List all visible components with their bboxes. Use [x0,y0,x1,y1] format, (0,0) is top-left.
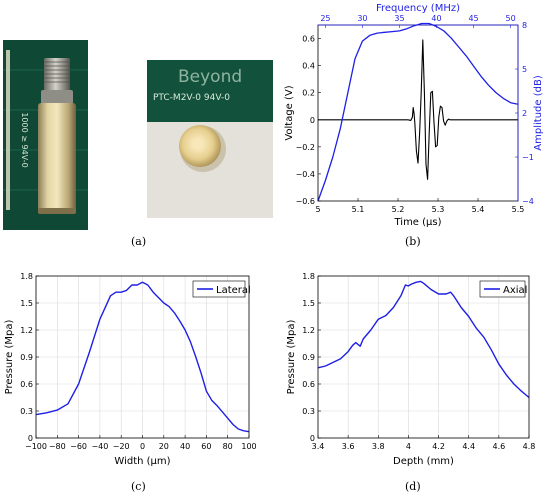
b-y-tick-label: 0 [310,116,315,125]
b-y-tick-label: −0.6 [296,197,315,206]
c-x-axis-label: Width (μm) [114,456,170,467]
chart-c: −100 −80 −60 −40 −20 0 20 40 60 80 100 0 0.3 0.6 0.9 1.… [4,272,257,467]
b-y-tick-label: 0.2 [302,89,315,98]
c-y-tick-label: 0.6 [20,380,33,389]
c-x-tick-label: −60 [70,442,87,451]
c-y-axis-label: Pressure (Mpa) [4,320,15,395]
c-series-0 [35,281,250,433]
c-x-tick-label: 20 [159,442,169,451]
d-series-0 [317,280,530,399]
b-y-tick-label: −0.4 [296,170,315,179]
photo-transducer-side: 1000 ≥ 94V-0 [3,40,88,230]
b-y-tick-label: 0.4 [302,62,315,71]
chart-d: 3.4 3.6 3.8 4 4.2 4.4 4.6 4.8 0 0.3 0.6 0.9 1.2 1.5 1.… [286,272,535,467]
d-y-tick-label: 0.6 [302,380,315,389]
b-x2-tick-label: 40 [431,14,441,23]
caption-d: (d) [405,480,421,493]
b-x-tick-label: 5 [315,205,320,214]
b-y-tick-label: 0.6 [302,35,315,44]
d-y-axis-label: Pressure (Mpa) [286,320,297,395]
legend-c-label: Lateral [216,285,251,296]
legend-d: Axial [479,280,527,298]
c-y-tick-label: 1.8 [20,272,33,281]
b-x-tick-label: 5.2 [392,205,405,214]
photo-transducer-face: Beyond PTC-M2V-0 94V-0 [147,60,273,218]
b-x-axis-label: Time (μs) [393,217,441,228]
b-y-axis-label: Voltage (V) [284,85,295,140]
c-x-tick-label: −20 [113,442,130,451]
d-y-tick-label: 1.8 [302,272,315,281]
chart-b: 5 5.1 5.2 5.3 5.4 5.5−0.6−0.4−0.200.20.40.625… [284,3,544,228]
b-series-1 [317,22,519,202]
b-series-0 [318,39,518,180]
b-y2-tick-label: 8 [522,21,527,30]
legend-c: Lateral [192,280,251,298]
d-x-tick-label: 4 [406,442,411,451]
d-x-tick-label: 4.6 [492,442,505,451]
b-x2-tick-label: 25 [320,14,330,23]
c-x-tick-label: 80 [223,442,233,451]
d-y-tick-label: 0.3 [302,407,315,416]
b-x2-tick-label: 30 [357,14,367,23]
d-y-tick-label: 1.2 [302,326,315,335]
b-x-tick-label: 5.5 [512,205,525,214]
caption-c: (c) [131,480,146,493]
d-y-tick-label: 0 [310,434,315,443]
c-x-tick-label: 60 [201,442,211,451]
d-x-tick-label: 4.2 [432,442,445,451]
c-x-tick-label: −40 [91,442,108,451]
c-y-tick-label: 1.5 [20,299,33,308]
d-x-tick-label: 3.4 [312,442,325,451]
c-y-tick-label: 0 [28,434,33,443]
c-y-tick-label: 1.2 [20,326,33,335]
c-x-tick-label: −100 [25,442,47,451]
c-x-tick-label: 100 [241,442,256,451]
b-x2-tick-label: 45 [468,14,478,23]
caption-a: (a) [131,235,147,248]
d-x-tick-label: 3.6 [342,442,355,451]
caption-b: (b) [405,235,421,248]
b-y2-tick-label: −4 [522,197,534,206]
c-x-tick-label: 40 [180,442,190,451]
c-y-tick-label: 0.9 [20,353,33,362]
d-x-tick-label: 4.8 [523,442,536,451]
d-y-tick-label: 1.5 [302,299,315,308]
b-y2-tick-label: 5 [522,65,527,74]
b-y2-tick-label: 2 [522,109,527,118]
b-x2-tick-label: 35 [394,14,404,23]
c-x-tick-label: 0 [140,442,145,451]
b-x2-axis-label: Frequency (MHz) [376,3,460,14]
d-x-tick-label: 3.8 [372,442,385,451]
b-x-tick-label: 5.4 [472,205,485,214]
b-x2-tick-label: 50 [505,14,515,23]
b-y-tick-label: −0.2 [296,143,315,152]
pcb-brand-text: Beyond [178,67,242,87]
d-x-axis-label: Depth (mm) [393,456,454,467]
b-x-tick-label: 5.1 [352,205,365,214]
c-y-tick-label: 0.3 [20,407,33,416]
b-y2-tick-label: −1 [522,153,534,162]
pcb-code-text: PTC-M2V-0 94V-0 [153,93,230,103]
legend-d-label: Axial [503,285,527,296]
pcb-side-text: 1000 ≥ 94V-0 [20,112,29,167]
d-x-tick-label: 4.4 [462,442,475,451]
b-y2-axis-label: Amplitude (dB) [533,75,544,151]
d-y-tick-label: 0.9 [302,353,315,362]
c-x-tick-label: −80 [49,442,66,451]
b-x-tick-label: 5.3 [432,205,445,214]
